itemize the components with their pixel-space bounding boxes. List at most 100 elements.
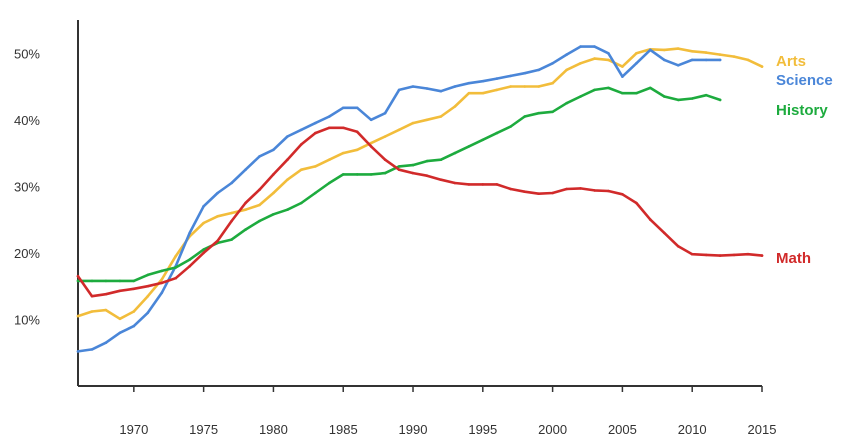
arts-data-point: [341, 151, 345, 155]
history-data-point: [481, 138, 485, 142]
math-data-point: [439, 178, 443, 181]
science-data-point: [439, 89, 443, 93]
arts-data-point: [397, 128, 401, 132]
science-data-point: [258, 155, 261, 158]
science-data-point: [649, 48, 652, 52]
arts-data-point: [565, 68, 568, 72]
arts-data-point: [607, 58, 610, 62]
science-data-point: [104, 341, 108, 345]
science-data-point: [355, 106, 359, 110]
math-data-point: [425, 174, 429, 177]
math-data-point: [146, 284, 150, 288]
math-data-point: [579, 187, 582, 190]
math-data-point: [663, 231, 666, 235]
science-data-point: [467, 81, 471, 85]
science-data-points: [76, 45, 722, 353]
arts-data-point: [523, 85, 526, 88]
science-data-point: [593, 45, 596, 48]
math-data-point: [355, 130, 359, 134]
math-data-point: [397, 168, 401, 171]
science-data-point: [132, 324, 136, 328]
history-data-point: [649, 86, 652, 90]
arts-data-point: [160, 278, 164, 281]
arts-series-line: [76, 47, 764, 321]
arts-data-point: [676, 47, 680, 50]
math-data-point: [328, 126, 331, 130]
math-data-point: [509, 187, 512, 191]
arts-data-point: [258, 203, 261, 207]
history-data-point: [453, 151, 457, 155]
math-data-point: [523, 190, 526, 193]
science-data-point: [188, 231, 191, 235]
arts-data-point: [509, 85, 512, 88]
history-data-point: [397, 165, 401, 168]
math-data-point: [551, 191, 554, 195]
arts-series-label: Arts: [776, 53, 806, 70]
science-data-point: [146, 311, 150, 315]
math-data-point: [481, 183, 485, 186]
history-data-point: [230, 238, 233, 241]
history-data-points: [76, 86, 722, 283]
y-tick-labels: 10% 20% 30% 40% 50%: [14, 46, 40, 327]
history-data-point: [300, 201, 303, 205]
science-data-point: [369, 118, 373, 122]
x-tick-label: 1970: [119, 422, 148, 437]
science-data-point: [286, 135, 289, 138]
science-data-point: [676, 64, 680, 67]
history-data-point: [509, 125, 512, 128]
math-data-point: [76, 274, 80, 278]
arts-data-point: [635, 52, 638, 55]
science-data-point: [328, 115, 331, 118]
history-data-point: [593, 88, 596, 92]
math-data-point: [565, 187, 568, 191]
science-data-point: [341, 106, 345, 110]
history-data-point: [314, 191, 317, 195]
science-data-point: [565, 53, 568, 56]
x-tick-label: 1985: [329, 422, 358, 437]
math-data-point: [467, 183, 471, 186]
history-data-point: [76, 279, 80, 283]
axes: [77, 20, 762, 387]
arts-data-point: [411, 121, 415, 125]
history-data-point: [341, 173, 345, 176]
science-data-point: [523, 71, 526, 75]
math-series-line: [76, 126, 764, 298]
history-data-point: [579, 95, 582, 98]
math-data-point: [300, 143, 303, 146]
arts-data-point: [663, 48, 666, 52]
math-data-point: [216, 239, 219, 243]
arts-data-point: [439, 115, 443, 118]
math-data-point: [160, 281, 164, 285]
arts-data-point: [453, 105, 457, 108]
math-data-point: [621, 193, 624, 196]
history-data-point: [286, 208, 289, 211]
y-tick-label: 40%: [14, 113, 40, 128]
arts-data-point: [704, 51, 708, 54]
arts-data-point: [746, 58, 750, 62]
arts-data-point: [230, 211, 233, 215]
arts-data-point: [718, 53, 722, 56]
history-data-point: [690, 97, 694, 100]
arts-data-point: [272, 191, 275, 195]
science-data-point: [202, 205, 205, 208]
math-series-label: Math: [776, 250, 811, 267]
science-data-point: [621, 75, 624, 78]
history-data-point: [411, 163, 415, 167]
arts-data-point: [118, 317, 122, 321]
arts-data-point: [132, 310, 136, 313]
math-data-point: [90, 294, 94, 298]
arts-data-points: [76, 47, 764, 321]
history-data-point: [621, 91, 624, 95]
x-tick-labels: 1970 1975 1980 1985 1990 1995 2000 2005 2010 2015: [119, 386, 776, 437]
history-data-point: [188, 258, 191, 261]
arts-data-point: [202, 221, 205, 225]
science-data-point: [635, 62, 638, 65]
math-data-point: [132, 287, 136, 291]
science-data-point: [481, 79, 485, 83]
math-data-point: [202, 251, 205, 255]
history-data-point: [425, 159, 429, 163]
arts-data-point: [732, 55, 736, 58]
math-data-point: [760, 254, 764, 257]
math-data-point: [607, 189, 610, 193]
